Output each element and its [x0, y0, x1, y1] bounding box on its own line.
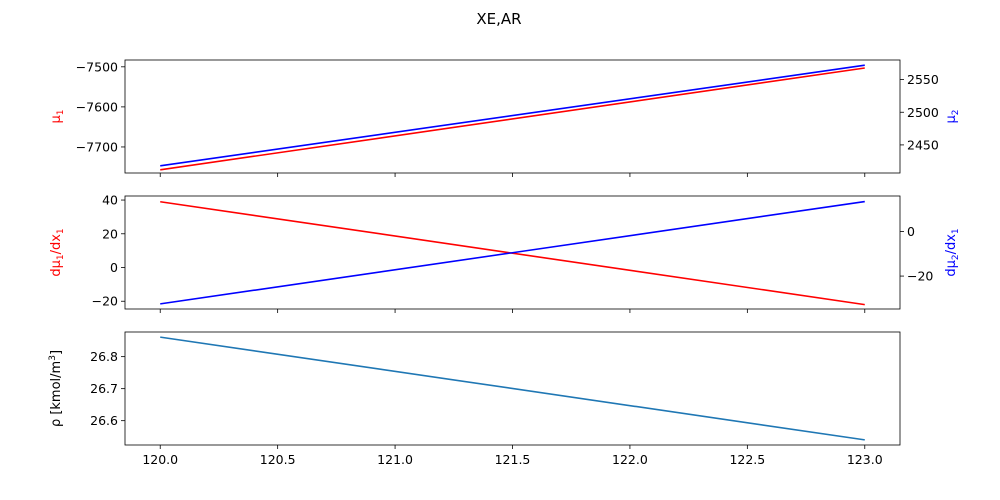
y-left-tick-label: 26.6	[90, 413, 118, 428]
x-tick-label: 121.5	[495, 452, 531, 467]
y-right-tick-label: 2500	[907, 105, 939, 120]
y-left-axis-label: dμ1/dx1	[49, 228, 66, 276]
y-left-tick-label: 26.7	[90, 381, 118, 396]
axis-label-part: dμ	[944, 260, 959, 277]
axis-label-part: 3	[48, 355, 58, 361]
y-left-tick-label: 40	[102, 193, 118, 208]
x-tick-label: 122.0	[612, 452, 648, 467]
series-line-left	[160, 336, 865, 441]
x-tick-label: 120.0	[142, 452, 178, 467]
panel-density: 120.0 120.5 121.0 121.5 122.0 122.5 123.0 26.6 2…	[48, 331, 901, 467]
y-left-tick-label: −7600	[76, 99, 118, 114]
axis-label-part: 1	[56, 109, 66, 115]
figure-title: XE,AR	[476, 10, 521, 28]
y-right-tick-label: 2450	[907, 137, 939, 152]
y-left-axis-label: μ1	[49, 109, 66, 123]
y-left-tick-label: 26.8	[90, 349, 118, 364]
axis-label-part: ]	[49, 350, 64, 355]
y-left-tick-label: −7500	[76, 59, 118, 74]
y-right-axis-label: μ2	[944, 109, 961, 123]
y-right-tick-label: 2550	[907, 72, 939, 87]
y-right-tick-label: 0	[907, 224, 915, 239]
axis-label-part: 1	[56, 254, 66, 260]
y-left-tick-label: 20	[102, 226, 118, 241]
axis-label-part: 2	[951, 254, 961, 260]
y-left-tick-label: 0	[110, 260, 118, 275]
series-line-left	[160, 67, 865, 171]
series-line-right	[160, 200, 865, 305]
y-left-tick-label: −20	[92, 294, 118, 309]
axis-label-part: 1	[951, 228, 961, 234]
x-tick-label: 121.0	[377, 452, 413, 467]
axis-label-part: dμ	[49, 260, 64, 277]
y-left-tick-label: −7700	[76, 139, 118, 154]
x-tick-label: 122.5	[729, 452, 765, 467]
y-right-axis-label: dμ2/dx1	[944, 228, 961, 276]
y-right-tick-label: −20	[907, 269, 933, 284]
series-line-right	[160, 64, 865, 167]
axis-label-part: μ	[49, 115, 64, 123]
x-tick-label: 123.0	[847, 452, 883, 467]
axis-label-part: μ	[944, 115, 959, 123]
axis-label-part: ρ [kmol/m	[49, 361, 64, 427]
axis-label-part: /dx	[944, 234, 959, 255]
y-left-axis-label: ρ [kmol/m3]	[48, 350, 64, 427]
axis-label-part: 2	[951, 109, 961, 115]
axis-label-part: /dx	[49, 234, 64, 255]
x-tick-label: 120.5	[260, 452, 296, 467]
axis-label-part: 1	[56, 228, 66, 234]
